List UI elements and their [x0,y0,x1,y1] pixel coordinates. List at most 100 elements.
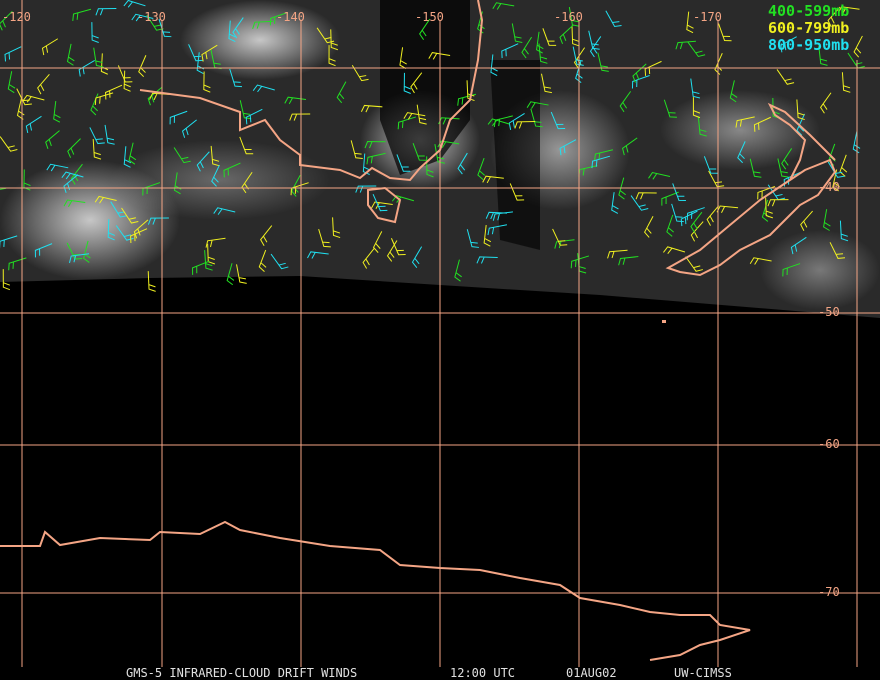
wind-barb [767,199,789,207]
wind-barb [737,141,746,164]
wind-barb [330,29,339,51]
wind-barb [671,203,684,223]
wind-barbs [0,0,865,292]
wind-barb [589,36,602,58]
wind-barb [501,43,519,59]
wind-barb [837,6,860,14]
wind-barb [4,46,22,62]
wind-barb [487,118,510,127]
wind-barb [269,11,288,26]
wind-barb [526,101,549,109]
footer-source: UW-CIMSS [674,666,732,680]
wind-barb [591,155,611,169]
wind-barb [685,256,703,272]
wind-barb [89,127,105,145]
wind-barb [332,217,341,239]
wind-barb [648,171,671,180]
wind-barb [130,228,148,244]
wind-barb [7,71,16,94]
wind-barb [841,72,851,93]
wind-barb [204,250,213,271]
wind-barb [121,207,139,224]
wind-barb [128,142,137,165]
longitude-label: -140 [276,10,305,24]
wind-barb [228,20,236,43]
wind-barb [203,71,211,93]
wind-barb [823,209,831,231]
wind-barb [690,78,701,99]
wind-barb [663,99,677,118]
wind-barb [457,152,468,175]
wind-barb [511,23,523,43]
wind-barb [201,44,218,62]
wind-barb [63,174,79,193]
latitude-label: -60 [818,437,840,451]
wind-barb [607,249,628,259]
wind-barb [618,256,639,266]
labels: -120 -130 -140 -150 -160 -170 -40 -50 -6… [2,10,840,599]
wind-barb [690,221,704,242]
wind-barb [568,7,580,27]
wind-barb [239,136,254,155]
wind-barb [260,225,273,246]
wind-barb [521,36,532,59]
wind-barb [466,229,479,248]
wind-barb [226,263,235,286]
wind-barb [336,81,347,104]
wind-barb [753,116,771,132]
wind-barb [410,72,423,94]
wind-barb [509,183,525,201]
wind-barb [252,20,273,29]
wind-barb [95,7,117,16]
wind-barb [45,130,60,149]
wind-barb [91,22,99,43]
wind-barb [800,210,813,231]
wind-barb [492,2,515,10]
wind-barb [105,84,123,100]
legend: 400-599mb 600-799mb 800-950mb [768,2,849,54]
wind-barb [92,139,102,160]
wind-barb [552,228,568,246]
wind-barb [781,148,793,170]
wind-barb [25,115,42,134]
wind-barb [16,88,32,106]
wind-barb [403,72,411,94]
wind-barb [749,257,772,265]
wind-barb [818,45,828,66]
wind-barb [372,194,388,212]
wind-barb [661,191,679,206]
wind-barb [697,116,707,137]
wind-barb [571,25,580,47]
wind-barb [675,40,696,50]
wind-barb [123,146,132,168]
wind-barb [630,195,649,211]
wind-barb [396,154,411,172]
wind-barb [706,205,720,226]
wind-barb [53,100,61,123]
latitude-label: -70 [818,585,840,599]
wind-barb [411,246,423,268]
wind-barb [437,140,460,149]
wind-barb [104,124,115,145]
wind-barb [362,248,375,269]
wind-barb [94,92,114,106]
wind-barb [686,11,694,34]
wind-barb [270,253,289,270]
wind-barb [115,225,134,241]
wind-barb [239,100,252,120]
wind-barb [34,243,53,258]
legend-entry: 400-599mb [768,2,849,20]
wind-barb [680,210,698,227]
wind-barb [364,141,386,149]
wind-barb [829,242,846,259]
wind-barb [252,84,275,93]
wind-barb [83,240,91,263]
wind-barb [618,177,626,200]
footer-date: 01AUG02 [566,666,617,680]
wind-barb [611,192,619,214]
latitude-label: -50 [818,305,840,319]
wind-barb [41,38,59,56]
wind-barb [355,185,377,193]
wind-barb [328,45,336,67]
